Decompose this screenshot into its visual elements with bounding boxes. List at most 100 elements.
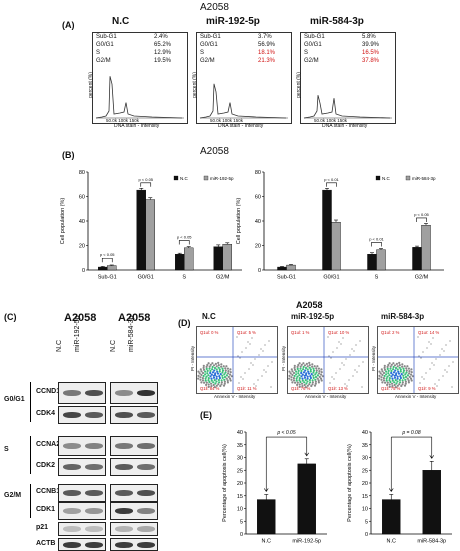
cell-dot [385,370,388,373]
cell-dot [309,368,312,371]
cell-dot [345,358,347,360]
cell-dot [318,375,321,378]
x-tick-label: miR-584-3p [417,539,446,545]
annexin-plot-title: miR-584-3p [381,312,425,321]
cell-dot [398,378,401,382]
cell-dot [201,377,204,380]
blot-strip [58,382,106,404]
cell-dot [306,368,309,371]
cell-dot [207,377,210,380]
y-tick-label: 30 [237,456,243,462]
cell-dot [218,370,221,373]
cell-dot [297,372,300,375]
protein-band [137,412,155,418]
protein-band [115,412,133,418]
cell-dot [210,379,213,382]
y-tick-label: 60 [79,195,85,201]
y-tick-label: 20 [237,481,243,487]
cell-dot [452,361,454,363]
cell-dot [314,382,317,385]
p-value-label: p < 0.05 [276,430,295,436]
cell-dot [197,370,200,373]
cell-dot [292,371,296,375]
protein-band [85,390,103,396]
cell-dot [419,382,421,384]
protein-band [137,526,155,532]
cell-dot [398,364,401,367]
protein-band [63,526,81,532]
cell-dot [388,362,391,365]
cell-dot [402,369,406,372]
cell-dot [288,377,291,380]
phase-value: 56.9% [258,42,276,48]
cell-dot [395,362,398,365]
cell-dot [198,372,201,375]
histogram-trace [303,95,391,119]
cell-dot [378,377,381,380]
cell-dot [218,375,221,378]
phase-label: G0/G1 [304,42,322,48]
blot-col2-title: A2058 [118,312,151,324]
protein-label: ACTB [36,539,56,547]
cell-dot [301,379,304,382]
cell-dot [328,355,330,357]
significance-bracket [371,242,382,247]
cell-dot [388,379,391,382]
bar [331,222,341,271]
cell-dot [205,383,208,386]
cell-dot [258,354,260,356]
blot-strip [58,538,106,551]
p-value-label: p < 0.01 [369,236,384,241]
cell-dot [305,362,308,365]
cell-dot [301,373,304,376]
x-tick-labels: 50.0k 100k 150k [314,118,348,123]
lane-label: N.C [56,339,63,352]
protein-band [137,464,155,470]
cell-dot [394,366,398,370]
cell-dot [263,369,265,371]
y-axis-label: PI - Intensity [281,345,287,372]
cell-dot [221,376,224,379]
cell-dot [223,375,227,379]
cell-population [288,336,364,389]
cell-dot [329,382,331,384]
panel-d-label: (D) [178,318,191,328]
legend-swatch [173,175,179,181]
bar [213,246,223,271]
cell-dot [293,364,296,367]
cell-dot [451,386,453,388]
annexin-plot-title: N.C [202,312,216,321]
group-label: G0/G1 [4,396,25,403]
phase-label: S [96,50,101,56]
quadrant-percent: Q1ul: 2 % [381,330,400,335]
cell-dot [389,367,392,370]
panel-b-label: (B) [62,150,75,160]
cell-dot [217,364,220,367]
y-tick-label: 40 [79,219,85,225]
cell-dot [320,368,323,371]
cell-dot [327,336,329,338]
cell-dot [402,374,405,377]
cell-dot [395,372,398,375]
cell-dot [442,375,444,377]
blot-strip [110,406,158,424]
x-axis-label: DNA stain - Intensity [114,123,160,129]
cell-dot [222,384,226,387]
cell-dot [396,368,399,371]
cell-dot [302,365,305,369]
cell-dot [401,383,404,386]
cell-dot [400,373,403,376]
cell-dot [209,363,212,366]
cell-dot [384,381,387,384]
cell-dot [257,379,259,381]
cell-dot [381,381,384,384]
cell-dot [296,365,299,368]
blot-strip [58,458,106,476]
panel-a-label: (A) [62,20,75,30]
y-tick-label: 40 [237,430,243,436]
cell-dot [313,365,316,368]
cell-dot [393,383,396,387]
bar [322,189,332,271]
cell-dot [386,367,389,370]
significance-arrow [429,437,434,459]
